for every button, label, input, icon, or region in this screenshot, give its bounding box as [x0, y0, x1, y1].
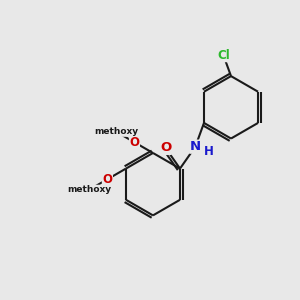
Text: O: O [160, 141, 171, 154]
Text: methoxy: methoxy [94, 128, 139, 136]
Text: H: H [204, 145, 214, 158]
Text: N: N [190, 140, 201, 153]
Text: O: O [129, 136, 140, 149]
Text: Cl: Cl [217, 49, 230, 62]
Text: methoxy: methoxy [67, 185, 112, 194]
Text: O: O [102, 173, 112, 186]
